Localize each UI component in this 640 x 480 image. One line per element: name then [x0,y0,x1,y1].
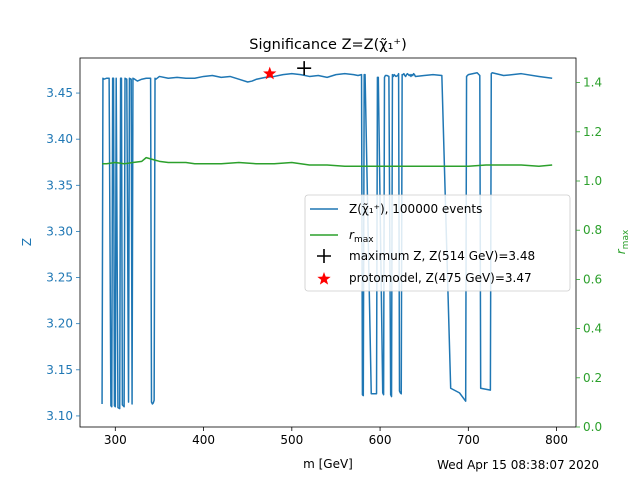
legend-label-proto: protomodel, Z(475 GeV)=3.47 [349,271,532,285]
legend-label-rmax: rmax [349,228,374,245]
chart-title: Significance Z=Z(χ̃₁⁺) [249,37,407,53]
y-tick-label: 3.35 [46,178,73,192]
legend-label-max: maximum Z, Z(514 GeV)=3.48 [349,249,535,263]
legend: Z(χ̃₁⁺), 100000 events rmax maximum Z, Z… [304,194,571,292]
protomodel-marker [263,66,277,80]
legend-star-marker-icon [317,272,331,285]
x-tick-label: 800 [545,433,568,447]
y-tick-label: 3.15 [46,363,73,377]
x-tick-label: 600 [369,433,392,447]
y-axis-label: Z [20,238,34,246]
legend-plus-marker-icon [317,249,331,263]
y-tick-label: 3.25 [46,271,73,285]
x-axis-ticks: 300 400 500 600 700 800 [104,427,568,447]
y2-tick-label: 1.2 [583,125,602,139]
z-series-line [101,72,553,410]
marker-layer [263,61,312,80]
y-tick-label: 3.30 [46,224,73,238]
y2-axis-label: rmax [614,229,631,254]
timestamp-label: Wed Apr 15 08:38:07 2020 [437,458,599,472]
y-tick-label: 3.40 [46,132,73,146]
y2-tick-label: 1.4 [583,76,602,90]
y-axis-right-ticks: 0.0 0.2 0.4 0.6 0.8 1.0 1.2 1.4 [576,76,602,434]
y-axis-left-ticks: 3.10 3.15 3.20 3.25 3.30 3.35 3.40 3.45 [46,86,80,423]
legend-label-z: Z(χ̃₁⁺), 100000 events [349,202,482,216]
x-tick-label: 400 [192,433,215,447]
y2-tick-label: 0.2 [583,371,602,385]
rmax-series-line [102,156,553,167]
x-axis-label: m [GeV] [303,457,353,471]
y2-tick-label: 0.4 [583,322,602,336]
x-tick-label: 700 [457,433,480,447]
legend-box [304,194,571,292]
x-tick-label: 300 [104,433,127,447]
y2-tick-label: 0.6 [583,272,602,286]
x-tick-label: 500 [280,433,303,447]
y-tick-label: 3.45 [46,86,73,100]
plot-frame [79,57,577,428]
y2-tick-label: 0.8 [583,223,602,237]
y-tick-label: 3.10 [46,409,73,423]
y-tick-label: 3.20 [46,317,73,331]
y2-tick-label: 1.0 [583,174,602,188]
y2-tick-label: 0.0 [583,420,602,434]
series-layer [101,72,553,410]
maximum-z-marker [297,61,312,76]
